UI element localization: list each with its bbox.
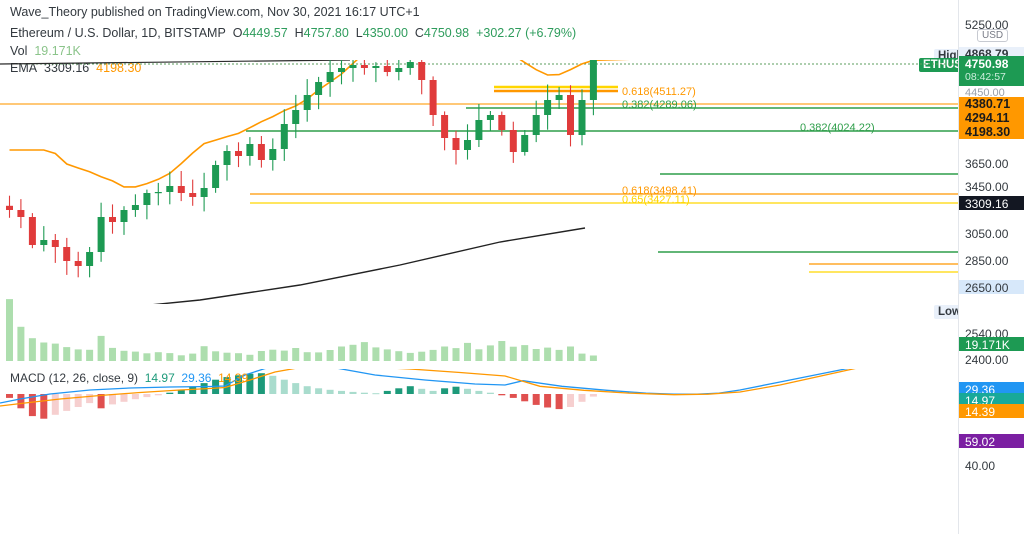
svg-text:0.382(4024.22): 0.382(4024.22) — [800, 122, 875, 134]
svg-text:0.618(4511.27): 0.618(4511.27) — [622, 86, 696, 98]
svg-text:0.382(4289.06): 0.382(4289.06) — [622, 99, 697, 111]
svg-text:0.65(3427.11): 0.65(3427.11) — [622, 194, 690, 206]
